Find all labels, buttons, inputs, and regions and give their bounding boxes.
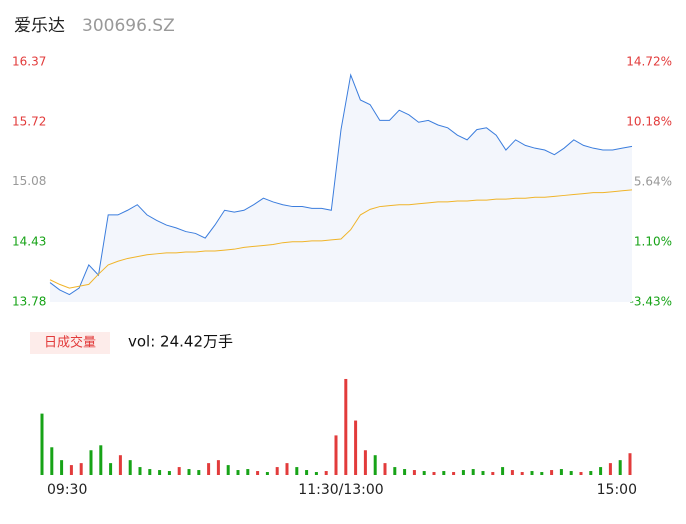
volume-bar bbox=[628, 453, 632, 475]
volume-bar bbox=[99, 445, 103, 475]
y2-tick-label: 1.10% bbox=[634, 235, 672, 249]
volume-bar bbox=[452, 472, 456, 475]
volume-bar bbox=[275, 467, 279, 475]
volume-bar bbox=[109, 463, 113, 475]
volume-bar bbox=[471, 469, 475, 475]
volume-bar bbox=[158, 470, 162, 475]
price-area bbox=[50, 74, 632, 302]
y-tick-label: 13.78 bbox=[12, 295, 46, 309]
volume-bar bbox=[540, 472, 544, 475]
volume-bar bbox=[393, 467, 397, 475]
volume-button[interactable] bbox=[30, 332, 110, 354]
x-tick-label: 09:30 bbox=[47, 482, 87, 498]
volume-bar bbox=[344, 378, 348, 475]
volume-bar bbox=[79, 463, 83, 475]
volume-bar bbox=[608, 463, 612, 475]
x-tick-label: 11:30/13:00 bbox=[298, 482, 383, 498]
volume-bar bbox=[481, 471, 485, 475]
y-tick-label: 16.37 bbox=[12, 55, 46, 69]
volume-bar bbox=[177, 467, 181, 475]
volume-bar bbox=[354, 420, 358, 475]
series-line bbox=[49, 73, 633, 296]
volume-bar bbox=[148, 469, 152, 475]
volume-bar bbox=[138, 467, 142, 475]
volume-bar bbox=[197, 470, 201, 475]
volume-bar bbox=[412, 470, 416, 475]
volume-bar bbox=[69, 465, 73, 475]
volume-bar bbox=[118, 455, 122, 475]
volume-bar bbox=[530, 471, 534, 475]
volume-label: vol: 24.42万手 bbox=[128, 333, 233, 351]
y-tick-label: 15.72 bbox=[12, 115, 46, 129]
y2-tick-label: 5.64% bbox=[634, 175, 672, 189]
volume-bar bbox=[520, 472, 524, 475]
volume-bar bbox=[442, 471, 446, 475]
y2-tick-label: 14.72% bbox=[626, 55, 672, 69]
volume-bar bbox=[363, 450, 367, 475]
volume-bar bbox=[216, 460, 220, 475]
volume-bar bbox=[334, 435, 338, 475]
volume-bar bbox=[226, 465, 230, 475]
volume-bar bbox=[324, 471, 328, 475]
volume-bar bbox=[128, 460, 132, 475]
volume-bar bbox=[256, 471, 260, 475]
volume-bar bbox=[60, 460, 64, 475]
series-line bbox=[49, 189, 633, 289]
y-tick-label: 14.43 bbox=[12, 234, 46, 248]
volume-bar bbox=[599, 467, 603, 475]
x-tick-label: 15:00 bbox=[597, 482, 637, 498]
volume-bar bbox=[383, 463, 387, 475]
volume-bar bbox=[167, 471, 171, 475]
volume-bar bbox=[618, 460, 622, 475]
stock-code: 300696.SZ bbox=[82, 16, 175, 36]
y-tick-label: 15.08 bbox=[12, 174, 46, 188]
volume-bar bbox=[314, 472, 318, 475]
volume-bar bbox=[510, 470, 514, 475]
volume-button-label[interactable]: 日成交量 bbox=[44, 335, 96, 351]
volume-bar bbox=[422, 471, 426, 475]
volume-bar bbox=[246, 469, 250, 475]
volume-bar bbox=[285, 463, 289, 475]
volume-bar bbox=[550, 470, 554, 475]
volume-bar bbox=[265, 472, 269, 475]
y2-tick-label: 10.18% bbox=[626, 115, 672, 129]
stock-name: 爱乐达 bbox=[14, 16, 65, 36]
volume-bar bbox=[236, 470, 240, 475]
volume-bar bbox=[207, 463, 211, 475]
volume-bar bbox=[295, 467, 299, 475]
volume-bar bbox=[432, 472, 436, 475]
volume-bar bbox=[461, 470, 465, 475]
volume-bar bbox=[305, 470, 309, 475]
volume-bar bbox=[50, 447, 54, 475]
volume-bar bbox=[187, 469, 191, 475]
volume-bar bbox=[589, 471, 593, 475]
volume-bar bbox=[403, 469, 407, 475]
volume-bar bbox=[501, 467, 505, 475]
volume-bar bbox=[89, 450, 93, 475]
volume-bar bbox=[40, 413, 44, 475]
volume-bar bbox=[569, 471, 573, 475]
volume-bar bbox=[559, 469, 563, 475]
y2-tick-label: -3.43% bbox=[630, 295, 672, 309]
volume-bar bbox=[579, 472, 583, 475]
volume-bar bbox=[373, 455, 377, 475]
volume-bar bbox=[491, 472, 495, 475]
